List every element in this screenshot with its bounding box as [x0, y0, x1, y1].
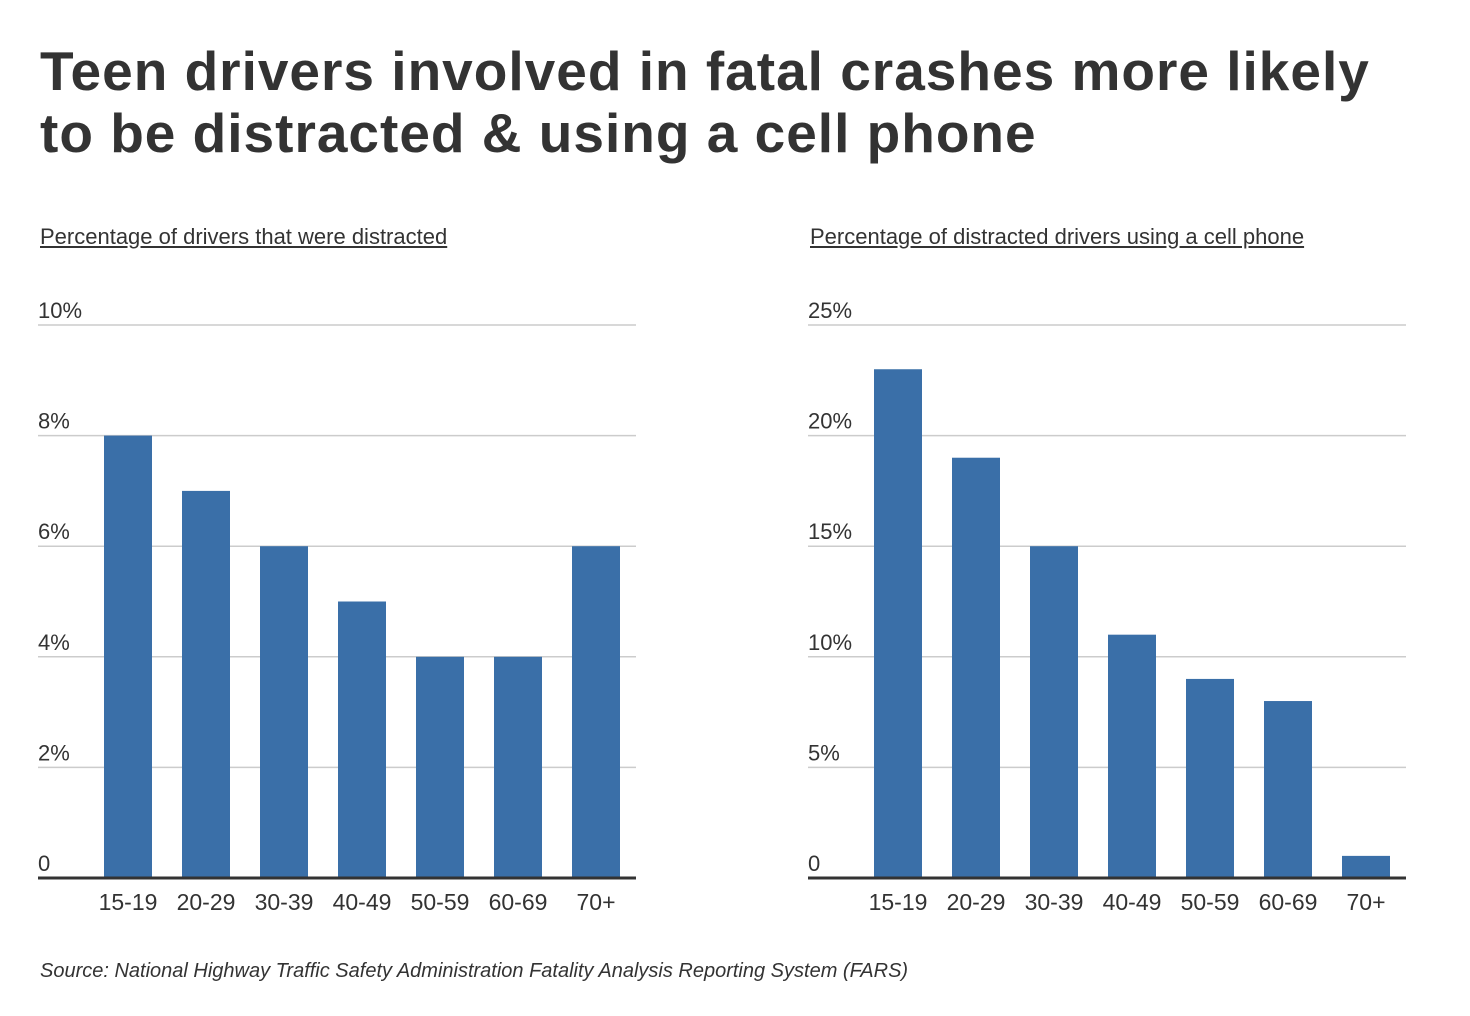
bar-40-49: [338, 601, 386, 878]
bar-70+: [572, 546, 620, 878]
bar-70+: [1342, 855, 1390, 878]
x-tick-label: 60-69: [489, 889, 548, 915]
x-tick-label: 70+: [576, 889, 615, 915]
left-chart-subtitle: Percentage of drivers that were distract…: [40, 224, 448, 249]
x-tick-label: 15-19: [99, 889, 158, 915]
x-tick-label: 15-19: [869, 889, 928, 915]
x-tick-label: 40-49: [1103, 889, 1162, 915]
x-tick-label: 40-49: [333, 889, 392, 915]
y-tick-label: 25%: [808, 298, 852, 323]
x-tick-label: 30-39: [1025, 889, 1084, 915]
bar-30-39: [1030, 546, 1078, 878]
x-tick-label: 30-39: [255, 889, 314, 915]
y-tick-label: 20%: [808, 409, 852, 434]
x-tick-label: 20-29: [177, 889, 236, 915]
bar-60-69: [494, 656, 542, 878]
y-tick-label: 0: [808, 851, 820, 876]
x-tick-label: 60-69: [1259, 889, 1318, 915]
x-tick-label: 70+: [1346, 889, 1385, 915]
x-tick-label: 20-29: [947, 889, 1006, 915]
bar-15-19: [874, 369, 922, 878]
bar-20-29: [952, 457, 1000, 878]
y-tick-label: 10%: [808, 630, 852, 655]
y-tick-label: 8%: [38, 409, 70, 434]
bar-40-49: [1108, 634, 1156, 878]
bar-50-59: [1186, 678, 1234, 878]
y-tick-label: 2%: [38, 740, 70, 765]
y-tick-label: 4%: [38, 630, 70, 655]
bar-50-59: [416, 656, 464, 878]
y-tick-label: 10%: [38, 298, 82, 323]
bar-15-19: [104, 435, 152, 878]
y-tick-label: 5%: [808, 740, 840, 765]
bar-30-39: [260, 546, 308, 878]
y-tick-label: 15%: [808, 519, 852, 544]
x-tick-label: 50-59: [411, 889, 470, 915]
chart-title: Teen drivers involved in fatal crashes m…: [40, 40, 1370, 164]
y-tick-label: 6%: [38, 519, 70, 544]
y-tick-label: 0: [38, 851, 50, 876]
right-chart-subtitle: Percentage of distracted drivers using a…: [810, 224, 1305, 249]
source-note: Source: National Highway Traffic Safety …: [40, 960, 909, 982]
bar-20-29: [182, 490, 230, 878]
bar-60-69: [1264, 701, 1312, 878]
x-tick-label: 50-59: [1181, 889, 1240, 915]
